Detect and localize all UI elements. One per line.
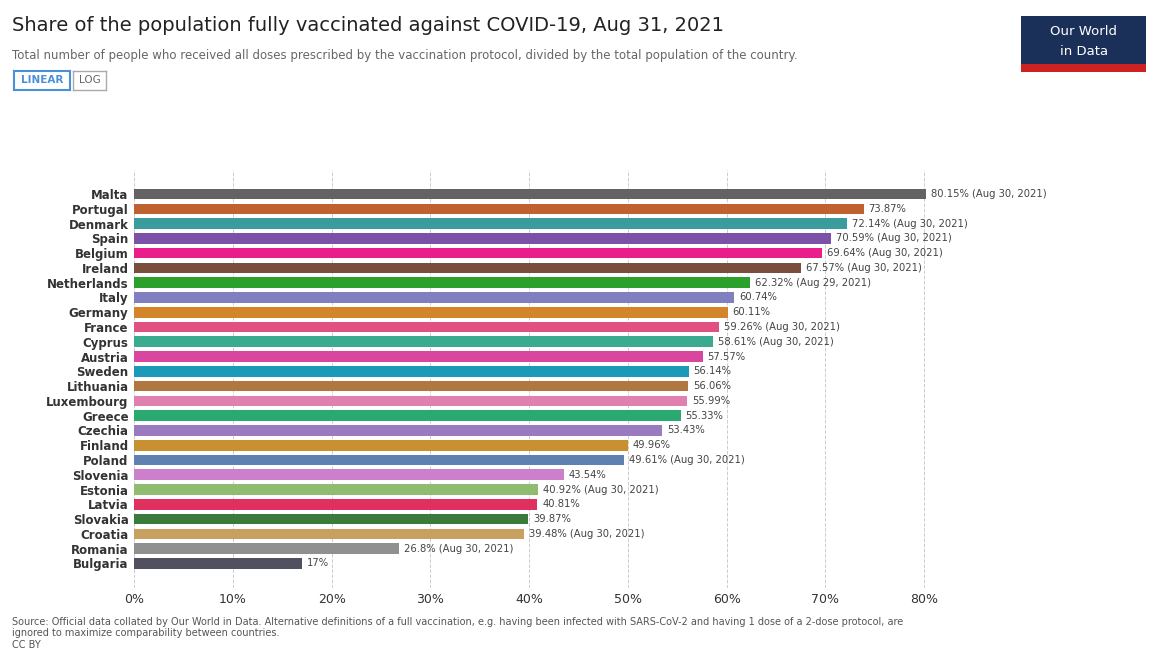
Text: 17%: 17% [307,558,329,568]
Text: 49.61% (Aug 30, 2021): 49.61% (Aug 30, 2021) [628,455,745,465]
Bar [134,381,688,391]
Bar [134,514,528,524]
Text: 57.57%: 57.57% [708,351,746,362]
Bar [134,470,564,480]
Text: 39.48% (Aug 30, 2021): 39.48% (Aug 30, 2021) [529,529,645,539]
Bar [134,322,719,332]
Bar [134,528,524,539]
Bar [134,233,831,244]
Bar [134,454,624,466]
Text: 70.59% (Aug 30, 2021): 70.59% (Aug 30, 2021) [836,233,951,244]
Bar [134,410,681,421]
Bar [134,189,926,199]
Bar [134,351,703,362]
Bar [134,336,712,347]
Text: 69.64% (Aug 30, 2021): 69.64% (Aug 30, 2021) [827,248,942,258]
Bar [134,248,822,259]
Bar [134,292,735,303]
Bar [134,307,728,317]
Text: LOG: LOG [79,75,100,86]
Text: 59.26% (Aug 30, 2021): 59.26% (Aug 30, 2021) [724,322,841,332]
Bar [134,543,399,554]
Bar [134,218,847,229]
Text: 72.14% (Aug 30, 2021): 72.14% (Aug 30, 2021) [851,219,968,229]
Text: Our World: Our World [1051,25,1117,39]
Text: 43.54%: 43.54% [569,470,606,480]
Text: in Data: in Data [1060,45,1108,58]
Text: 55.99%: 55.99% [693,396,730,406]
Text: 58.61% (Aug 30, 2021): 58.61% (Aug 30, 2021) [718,337,834,347]
Text: 80.15% (Aug 30, 2021): 80.15% (Aug 30, 2021) [930,189,1046,199]
Bar [134,278,750,288]
Text: 26.8% (Aug 30, 2021): 26.8% (Aug 30, 2021) [403,543,513,554]
Text: 60.74%: 60.74% [739,293,777,302]
Text: 49.96%: 49.96% [632,440,670,450]
Text: Share of the population fully vaccinated against COVID-19, Aug 31, 2021: Share of the population fully vaccinated… [12,16,724,35]
Text: 40.81%: 40.81% [542,500,580,509]
Text: 56.14%: 56.14% [694,366,731,376]
Text: 73.87%: 73.87% [869,204,906,214]
Text: 67.57% (Aug 30, 2021): 67.57% (Aug 30, 2021) [807,263,922,273]
Text: Source: Official data collated by Our World in Data. Alternative definitions of : Source: Official data collated by Our Wo… [12,616,902,650]
Text: 39.87%: 39.87% [533,514,570,524]
Bar [134,485,539,495]
Bar [134,499,538,509]
Text: Total number of people who received all doses prescribed by the vaccination prot: Total number of people who received all … [12,49,798,62]
Bar [134,425,662,436]
Text: 40.92% (Aug 30, 2021): 40.92% (Aug 30, 2021) [543,485,659,494]
Text: 60.11%: 60.11% [732,308,771,317]
Bar [134,396,687,406]
Bar [134,440,627,451]
Bar [134,366,689,377]
Text: 55.33%: 55.33% [686,411,723,421]
Bar [134,204,864,214]
Text: 62.32% (Aug 29, 2021): 62.32% (Aug 29, 2021) [754,278,871,288]
Text: 53.43%: 53.43% [667,426,704,436]
Bar [134,558,302,569]
Text: LINEAR: LINEAR [21,75,63,86]
Bar [134,263,801,273]
Text: 56.06%: 56.06% [693,381,731,391]
